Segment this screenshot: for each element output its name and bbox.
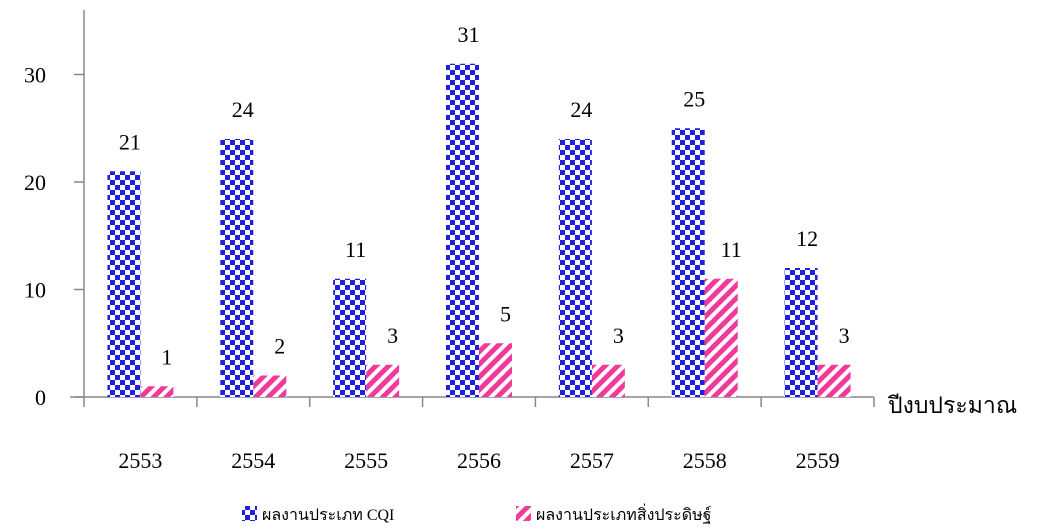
legend-swatch-invention (516, 506, 531, 521)
data-label: 12 (796, 226, 818, 251)
bars (107, 63, 851, 397)
y-tick-label: 20 (24, 170, 46, 195)
x-axis-title: ปีงบประมาณ (887, 393, 1017, 418)
y-tick-label: 30 (24, 63, 46, 88)
legend-swatch-cqi (242, 506, 257, 521)
data-label: 24 (570, 97, 592, 122)
data-label: 2 (274, 334, 285, 359)
bar-cqi (333, 278, 367, 397)
bar-invention (591, 364, 625, 397)
bar-cqi (220, 139, 254, 397)
bar-invention (704, 278, 738, 397)
data-label: 3 (613, 323, 624, 348)
legend: ผลงานประเภท CQI ผลงานประเภทสิ่งประดิษฐ์ (242, 503, 712, 524)
x-tick-label: 2559 (796, 448, 840, 473)
bar-invention (366, 364, 400, 397)
x-axis: ปีงบประมาณ 2553 2554 2555 2556 2557 2558 2559 (70, 393, 1017, 473)
legend-label-cqi: ผลงานประเภท CQI (262, 507, 394, 524)
bar-cqi (558, 139, 592, 397)
data-label: 24 (232, 97, 254, 122)
x-tick-label: 2555 (344, 448, 388, 473)
bar-invention (140, 386, 174, 397)
legend-item-cqi: ผลงานประเภท CQI (242, 506, 394, 524)
x-tick-label: 2558 (683, 448, 727, 473)
bar-cqi (671, 128, 705, 397)
legend-item-invention: ผลงานประเภทสิ่งประดิษฐ์ (516, 503, 712, 524)
bar-invention (253, 375, 287, 397)
x-tick-label: 2556 (457, 448, 501, 473)
bar-invention (479, 343, 512, 397)
data-label: 21 (119, 129, 141, 154)
data-label: 31 (458, 22, 480, 47)
data-label: 3 (839, 323, 850, 348)
y-tick-label: 0 (35, 385, 46, 410)
bar-cqi (107, 171, 141, 397)
y-tick-label: 10 (24, 278, 46, 303)
data-label: 1 (161, 344, 172, 369)
x-tick-label: 2553 (118, 448, 162, 473)
bar-invention (817, 364, 851, 397)
data-label: 25 (683, 86, 705, 111)
data-label: 11 (721, 237, 742, 262)
data-label: 3 (387, 323, 398, 348)
y-axis: 0 10 20 30 (24, 10, 85, 410)
bar-cqi (784, 268, 818, 397)
x-tick-label: 2557 (570, 448, 614, 473)
legend-label-invention: ผลงานประเภทสิ่งประดิษฐ์ (536, 503, 712, 524)
data-label: 11 (345, 237, 366, 262)
x-tick-label: 2554 (231, 448, 275, 473)
bar-cqi (446, 63, 479, 397)
data-label: 5 (500, 301, 511, 326)
